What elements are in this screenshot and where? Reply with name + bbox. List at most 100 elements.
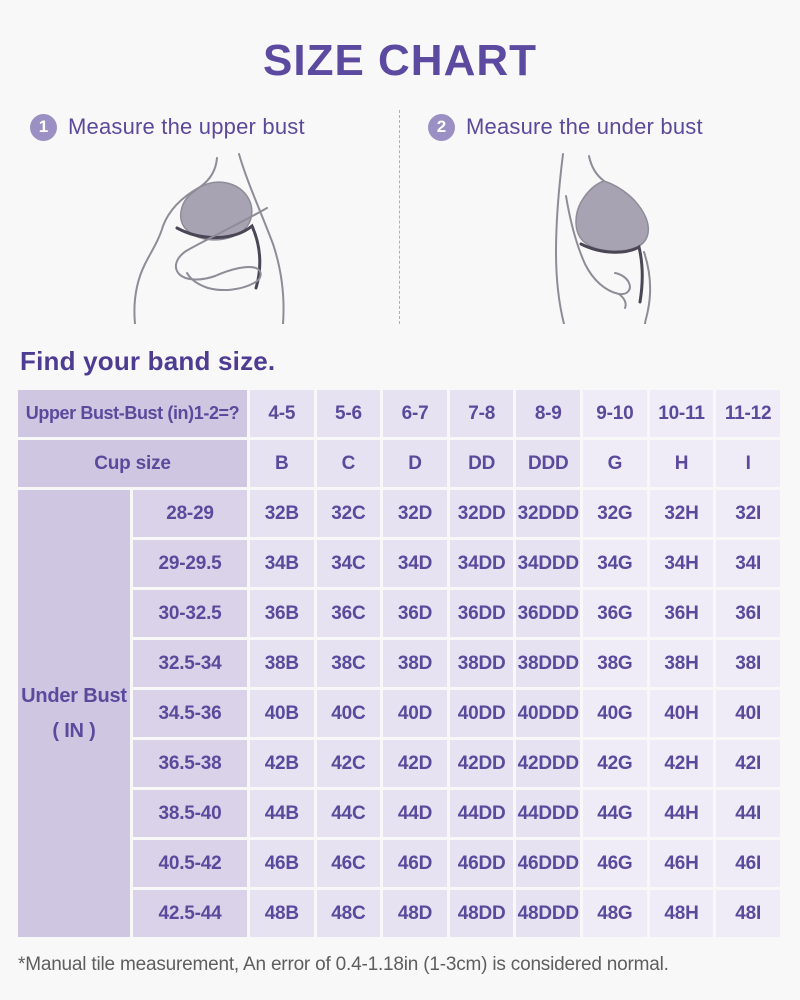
- size-cell: 40B: [250, 690, 314, 737]
- bust-diff-cell: 5-6: [316, 390, 381, 437]
- under-bust-range-cell: 42.5-44: [133, 890, 248, 937]
- size-cell: 44B: [250, 790, 314, 837]
- size-cell: 42G: [583, 740, 647, 787]
- size-cell: 48B: [250, 890, 314, 937]
- size-cell: 38DDD: [516, 640, 581, 687]
- size-cell: 34DD: [449, 540, 514, 587]
- size-cell: 46DDD: [516, 840, 581, 887]
- under-bust-range-cell: 40.5-42: [133, 840, 248, 887]
- table-row: 42.5-44 48B 48C 48D 48DD 48DDD 48G 48H 48I: [18, 890, 780, 937]
- size-cell: 40DDD: [516, 690, 581, 737]
- step-2-badge: 2: [428, 113, 455, 141]
- size-cell: 36I: [716, 590, 780, 637]
- under-bust-range-cell: 36.5-38: [133, 740, 248, 787]
- step-1-label: Measure the upper bust: [68, 114, 305, 139]
- size-cell: 40DD: [449, 690, 514, 737]
- size-cell: 38D: [383, 640, 447, 687]
- cup-size-cell: C: [316, 440, 381, 487]
- size-cell: 32DD: [449, 490, 514, 537]
- size-cell: 38G: [583, 640, 647, 687]
- size-cell: 36G: [583, 590, 647, 637]
- size-cell: 48H: [649, 890, 714, 937]
- size-cell: 38H: [649, 640, 714, 687]
- footnote: *Manual tile measurement, An error of 0.…: [18, 954, 669, 975]
- cup-size-cell: DD: [449, 440, 514, 487]
- step-2-header: 2 Measure the under bust: [400, 110, 782, 144]
- bust-diff-cell: 4-5: [250, 390, 314, 437]
- table-row: Under Bust( IN ) 28-29 32B 32C 32D 32DD 32DDD 3…: [18, 490, 780, 937]
- step-under-bust: 2 Measure the under bust: [400, 110, 782, 324]
- size-cell: 38C: [316, 640, 381, 687]
- size-cell: 44H: [649, 790, 714, 837]
- table-row: 34.5-36 40B 40C 40D 40DD 40DDD 40G 40H 40I: [18, 690, 780, 737]
- cup-size-header-cell: Cup size: [18, 440, 248, 487]
- table-row: 32.5-34 38B 38C 38D 38DD 38DDD 38G 38H 38I: [18, 640, 780, 687]
- size-cell: 44DD: [449, 790, 514, 837]
- size-cell: 46D: [383, 840, 447, 887]
- cup-size-cell: G: [583, 440, 647, 487]
- size-cell: 36D: [383, 590, 447, 637]
- upper-bust-illustration: [18, 144, 399, 324]
- under-bust-range-cell: 29-29.5: [133, 540, 248, 587]
- size-cell: 38I: [716, 640, 780, 687]
- under-bust-range-cell: 30-32.5: [133, 590, 248, 637]
- size-cell: 40D: [383, 690, 447, 737]
- size-cell: 44D: [383, 790, 447, 837]
- bust-diff-cell: 9-10: [583, 390, 647, 437]
- size-cell: 46G: [583, 840, 647, 887]
- bust-diff-cell: 8-9: [516, 390, 581, 437]
- size-cell: 48D: [383, 890, 447, 937]
- under-bust-figure: [554, 153, 652, 324]
- table-row: 30-32.5 36B 36C 36D 36DD 36DDD 36G 36H 36I: [18, 590, 780, 637]
- size-cell: 44DDD: [516, 790, 581, 837]
- size-cell: 36B: [250, 590, 314, 637]
- under-bust-range-cell: 34.5-36: [133, 690, 248, 737]
- step-1-header: 1 Measure the upper bust: [18, 110, 399, 144]
- size-cell: 46I: [716, 840, 780, 887]
- size-cell: 42B: [250, 740, 314, 787]
- table-row: 40.5-42 46B 46C 46D 46DD 46DDD 46G 46H 46I: [18, 840, 780, 887]
- under-bust-range-cell: 28-29: [133, 490, 248, 537]
- size-cell: 46B: [250, 840, 314, 887]
- size-cell: 42D: [383, 740, 447, 787]
- under-bust-range-cell: 32.5-34: [133, 640, 248, 687]
- table-row: 29-29.5 34B 34C 34D 34DD 34DDD 34G 34H 34I: [18, 540, 780, 587]
- measurement-steps: 1 Measure the upper bust: [18, 110, 782, 324]
- size-cell: 32DDD: [516, 490, 581, 537]
- size-cell: 38B: [250, 640, 314, 687]
- size-cell: 32D: [383, 490, 447, 537]
- table-row-cup-size: Cup size B C D DD DDD G H I: [18, 440, 780, 487]
- step-upper-bust: 1 Measure the upper bust: [18, 110, 400, 324]
- under-bust-range-cell: 38.5-40: [133, 790, 248, 837]
- size-cell: 34G: [583, 540, 647, 587]
- size-cell: 32I: [716, 490, 780, 537]
- size-cell: 42C: [316, 740, 381, 787]
- size-cell: 38DD: [449, 640, 514, 687]
- size-cell: 34DDD: [516, 540, 581, 587]
- table-row: 36.5-38 42B 42C 42D 42DD 42DDD 42G 42H 42I: [18, 740, 780, 787]
- bust-diff-cell: 11-12: [716, 390, 780, 437]
- cup-size-cell: DDD: [516, 440, 581, 487]
- size-cell: 40H: [649, 690, 714, 737]
- size-cell: 48DDD: [516, 890, 581, 937]
- size-cell: 40C: [316, 690, 381, 737]
- cup-size-cell: D: [383, 440, 447, 487]
- size-cell: 32B: [250, 490, 314, 537]
- size-cell: 36C: [316, 590, 381, 637]
- under-bust-illustration: [400, 144, 782, 324]
- size-cell: 48G: [583, 890, 647, 937]
- size-cell: 48DD: [449, 890, 514, 937]
- table-row-bust-diff: Upper Bust-Bust (in)1-2=? 4-5 5-6 6-7 7-8 8-9…: [18, 390, 780, 437]
- size-cell: 36DDD: [516, 590, 581, 637]
- size-cell: 36H: [649, 590, 714, 637]
- size-cell: 34C: [316, 540, 381, 587]
- cup-size-cell: I: [716, 440, 780, 487]
- size-cell: 34B: [250, 540, 314, 587]
- upper-bust-figure: [132, 153, 284, 324]
- size-cell: 44C: [316, 790, 381, 837]
- corner-header-cell: Upper Bust-Bust (in)1-2=?: [18, 390, 248, 437]
- size-cell: 40I: [716, 690, 780, 737]
- size-cell: 48C: [316, 890, 381, 937]
- size-cell: 36DD: [449, 590, 514, 637]
- band-size-heading: Find your band size.: [20, 346, 276, 376]
